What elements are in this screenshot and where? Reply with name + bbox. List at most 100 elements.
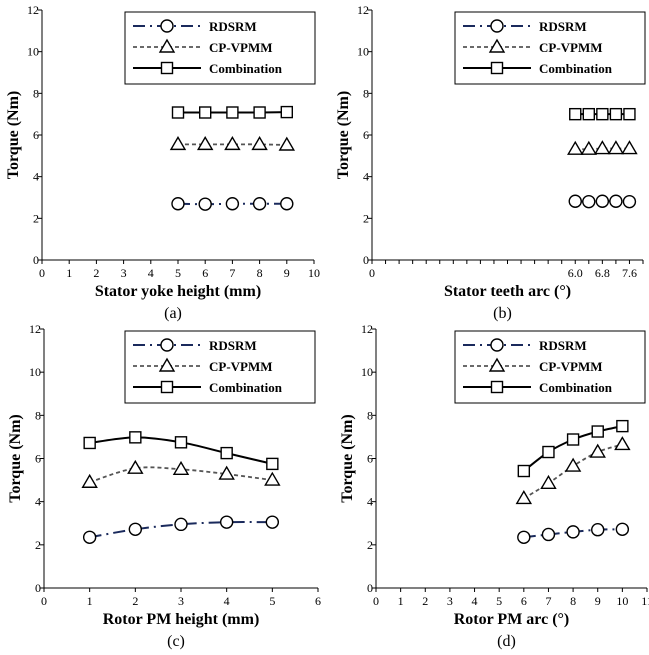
data-point-rdsrm xyxy=(225,197,240,211)
data-point-cp-vpmm xyxy=(540,474,557,490)
y-tick-label: 4 xyxy=(35,495,41,509)
data-point-rdsrm xyxy=(615,522,630,536)
x-tick-label: 1 xyxy=(87,594,93,608)
y-axis-label: Torque (Nm) xyxy=(7,414,24,502)
legend-label: CP-VPMM xyxy=(539,359,603,374)
data-point-cp-vpmm xyxy=(196,135,214,151)
data-point-cp-vpmm xyxy=(607,140,625,155)
x-tick-label: 7 xyxy=(229,266,235,280)
data-point-combination xyxy=(596,107,609,121)
y-tick-label: 10 xyxy=(361,365,373,379)
y-axis-label: Torque (Nm) xyxy=(335,91,352,179)
x-tick-label: 9 xyxy=(284,266,290,280)
x-tick-label: 8 xyxy=(257,266,263,280)
data-point-cp-vpmm xyxy=(515,490,533,505)
data-point-rdsrm xyxy=(595,194,610,208)
data-point-rdsrm xyxy=(568,194,582,208)
data-point-combination xyxy=(280,105,293,119)
data-point-cp-vpmm xyxy=(580,140,598,155)
data-point-cp-vpmm xyxy=(224,135,241,151)
y-tick-label: 12 xyxy=(29,322,41,336)
data-point-combination xyxy=(623,107,636,121)
y-axis-label: Torque (Nm) xyxy=(339,414,356,502)
data-point-combination xyxy=(609,107,623,121)
x-tick-label: 5 xyxy=(496,594,502,608)
panel-caption: (c) xyxy=(167,633,185,650)
y-tick-label: 2 xyxy=(367,538,373,552)
data-point-cp-vpmm xyxy=(614,436,631,451)
data-point-combination xyxy=(616,419,629,433)
data-point-rdsrm xyxy=(219,515,234,529)
y-tick-label: 6 xyxy=(35,452,41,466)
data-point-rdsrm xyxy=(541,527,556,542)
x-axis-label: Rotor PM arc (°) xyxy=(454,611,570,628)
y-tick-label: 12 xyxy=(27,3,39,17)
x-tick-label: 0 xyxy=(39,266,45,280)
x-tick-label: 3 xyxy=(121,266,127,280)
data-point-rdsrm xyxy=(566,525,580,539)
series-line-rdsrm xyxy=(89,521,273,539)
data-point-rdsrm xyxy=(128,522,143,536)
x-tick-label: 0 xyxy=(373,594,379,608)
x-tick-label: 6.8 xyxy=(595,266,610,280)
y-axis-label: Torque (Nm) xyxy=(5,91,22,179)
y-tick-label: 8 xyxy=(363,86,369,100)
legend-marker-cp-vpmm xyxy=(488,38,506,53)
x-tick-label: 2 xyxy=(132,594,138,608)
data-point-combination xyxy=(129,431,142,444)
data-point-combination xyxy=(83,436,96,450)
legend-marker-rdsrm xyxy=(160,338,174,352)
x-tick-label: 7.6 xyxy=(622,266,637,280)
data-point-cp-vpmm xyxy=(621,140,638,155)
x-tick-label: 4 xyxy=(148,266,154,280)
x-tick-label: 7 xyxy=(545,594,551,608)
data-point-combination xyxy=(591,425,604,438)
x-tick-label: 6 xyxy=(315,594,321,608)
chart-panel-d: 02468101201234567891011Rotor PM arc (°)T… xyxy=(339,322,649,650)
panel-caption: (b) xyxy=(493,305,512,322)
x-tick-label: 3 xyxy=(447,594,453,608)
legend-label: CP-VPMM xyxy=(209,40,273,55)
y-tick-label: 10 xyxy=(357,45,369,59)
data-point-rdsrm xyxy=(591,523,605,537)
x-tick-label: 5 xyxy=(269,594,275,608)
y-tick-label: 2 xyxy=(35,538,41,552)
data-point-cp-vpmm xyxy=(169,135,187,151)
legend-label: CP-VPMM xyxy=(539,40,603,55)
x-tick-label: 6.0 xyxy=(568,266,583,280)
legend-marker-cp-vpmm xyxy=(488,357,506,372)
x-tick-label: 2 xyxy=(93,266,99,280)
legend-box xyxy=(124,11,316,85)
y-tick-label: 4 xyxy=(33,170,39,184)
x-tick-label: 2 xyxy=(422,594,428,608)
data-point-cp-vpmm xyxy=(264,471,281,486)
x-tick-label: 4 xyxy=(472,594,478,608)
x-tick-label: 10 xyxy=(616,594,628,608)
x-axis-label: Stator yoke height (mm) xyxy=(95,283,261,300)
y-tick-label: 10 xyxy=(29,365,41,379)
data-point-combination xyxy=(542,445,555,459)
x-tick-label: 0 xyxy=(369,266,375,280)
x-tick-label: 1 xyxy=(398,594,404,608)
data-point-cp-vpmm xyxy=(278,136,296,151)
x-tick-label: 6 xyxy=(521,594,527,608)
data-point-combination xyxy=(582,107,595,121)
legend-marker-cp-vpmm xyxy=(158,357,176,372)
x-tick-label: 1 xyxy=(66,266,72,280)
y-tick-label: 0 xyxy=(367,581,373,595)
data-point-cp-vpmm xyxy=(81,473,98,488)
legend-label: RDSRM xyxy=(539,338,587,353)
legend-label: Combination xyxy=(209,380,283,395)
data-point-combination xyxy=(266,457,279,471)
y-tick-label: 8 xyxy=(35,408,41,422)
data-point-rdsrm xyxy=(280,197,294,211)
legend-label: Combination xyxy=(539,380,613,395)
data-point-combination xyxy=(517,464,531,478)
y-tick-label: 0 xyxy=(33,253,39,267)
y-tick-label: 0 xyxy=(35,581,41,595)
y-tick-label: 0 xyxy=(363,253,369,267)
y-tick-label: 12 xyxy=(357,3,369,17)
